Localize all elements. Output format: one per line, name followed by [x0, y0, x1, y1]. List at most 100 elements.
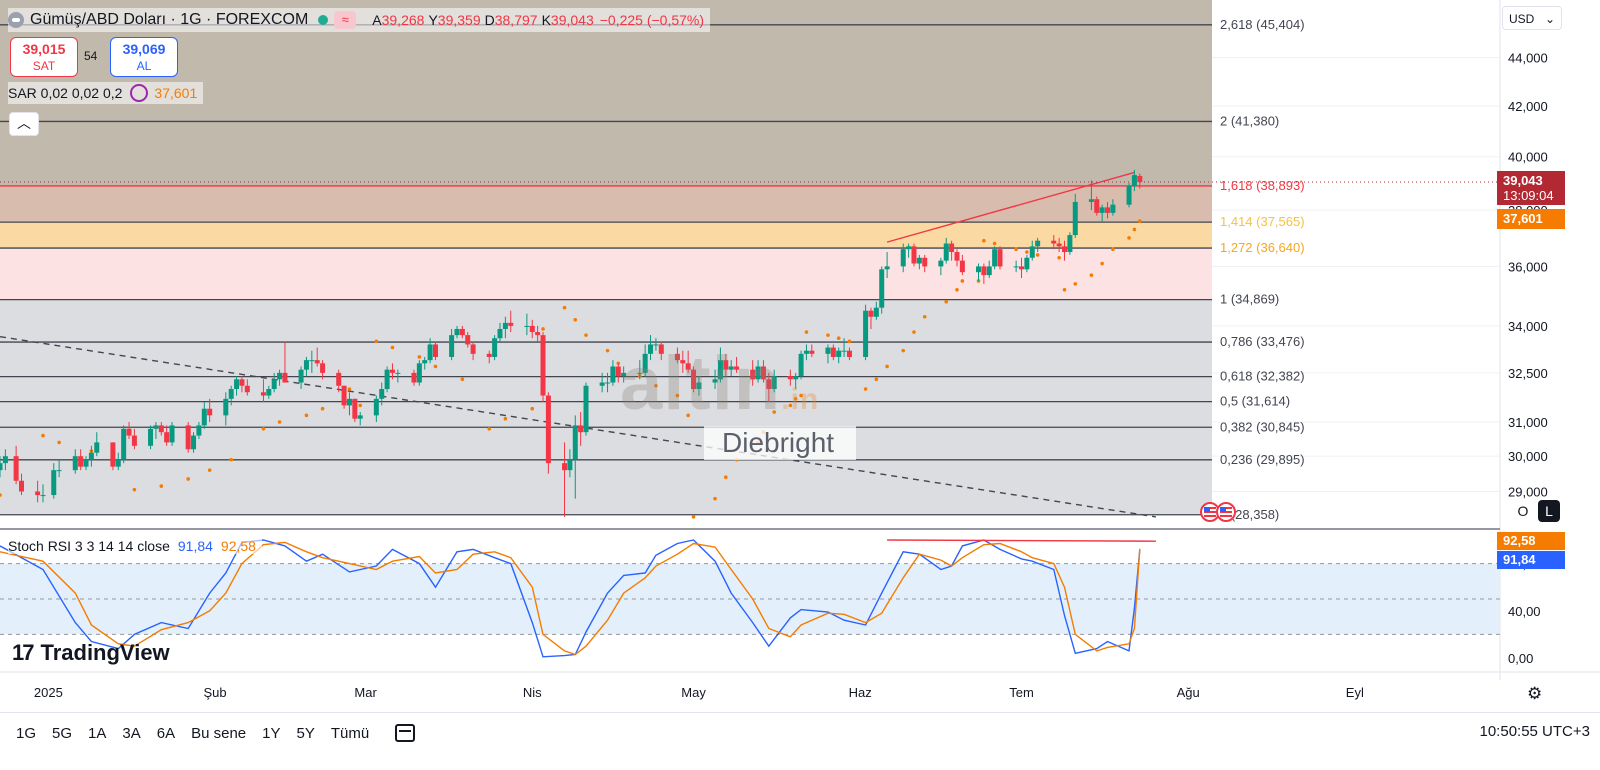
fib-zone: [0, 401, 1212, 428]
sar-dot: [1127, 236, 1131, 240]
candle: [126, 428, 132, 436]
range-ytd[interactable]: Bu sene: [191, 724, 247, 742]
market-open-icon: [318, 15, 329, 25]
sar-dot: [417, 355, 422, 359]
candle: [153, 425, 159, 429]
close-value: 39,043: [550, 12, 594, 28]
sar-dot: [277, 420, 282, 424]
fib-label: 0,618 (32,382): [1220, 369, 1305, 384]
candle: [836, 350, 842, 357]
candle: [40, 495, 46, 497]
wave-icon[interactable]: ≈: [334, 11, 357, 29]
candle: [314, 360, 320, 364]
calendar-icon[interactable]: [395, 724, 416, 742]
currency-select[interactable]: USD ⌄: [1502, 6, 1562, 30]
open-value: 39,268: [381, 12, 425, 28]
candle: [825, 347, 831, 354]
sar-dot: [772, 410, 776, 414]
sar-dot: [874, 377, 879, 382]
time-tick-label: Nis: [523, 685, 542, 700]
fib-zones: [0, 0, 1212, 515]
candle: [379, 389, 385, 399]
sar-dot: [1132, 227, 1137, 232]
candle: [115, 459, 121, 467]
range-1y[interactable]: 1Y: [262, 724, 281, 742]
candle: [938, 260, 944, 267]
candle: [674, 353, 680, 361]
chevron-up-icon[interactable]: ︿: [9, 112, 39, 136]
fib-zone: [0, 222, 1212, 249]
sar-dot: [793, 397, 798, 401]
range-6a[interactable]: 6A: [156, 724, 176, 742]
candle: [432, 344, 438, 357]
candle: [900, 249, 906, 267]
candle: [1110, 204, 1116, 213]
sar-dot: [654, 383, 658, 388]
candle: [1094, 199, 1100, 213]
range-1g[interactable]: 1G: [16, 724, 37, 742]
range-3a[interactable]: 3A: [122, 724, 141, 742]
candle: [755, 366, 761, 380]
price-tick-label: 30,000: [1508, 449, 1548, 464]
candle: [562, 463, 568, 471]
fib-label: 1,272 (36,640): [1220, 240, 1305, 255]
candle: [691, 369, 697, 390]
sar-legend[interactable]: SAR 0,02 0,02 0,2 37,601: [8, 82, 204, 104]
candle: [19, 480, 25, 492]
candle: [1126, 185, 1132, 205]
time-tick-label: Ağu: [1177, 685, 1200, 700]
range-5g[interactable]: 5G: [52, 724, 73, 742]
sar-dot: [320, 406, 325, 411]
time-tick-label: May: [681, 685, 706, 700]
fib-label: 2 (41,380): [1220, 113, 1279, 128]
candle: [637, 372, 643, 374]
sar-dot: [863, 387, 868, 391]
log-scale-toggle[interactable]: L: [1538, 500, 1560, 522]
sar-dot: [159, 484, 164, 488]
time-axis[interactable]: 2025 Şub Mar Nis May Haz Tem Ağu Eyl: [0, 671, 1600, 700]
sar-dot: [944, 299, 949, 304]
candle: [244, 385, 250, 393]
price-axis[interactable]: 44,00042,00040,00038,00036,00034,00032,5…: [1499, 0, 1600, 680]
fib-zone: [0, 376, 1212, 402]
candle: [830, 347, 836, 357]
time-tick-label: Eyl: [1346, 685, 1364, 700]
sar-dot: [960, 279, 965, 283]
tradingview-logo[interactable]: 17 TradingView: [12, 640, 170, 666]
candle: [642, 353, 648, 373]
us-flag-icon[interactable]: [1216, 502, 1236, 522]
symbol-title[interactable]: Gümüş/ABD Doları · 1G · FOREXCOM: [30, 11, 309, 28]
candle: [868, 310, 874, 317]
fib-label: 0,382 (30,845): [1220, 419, 1305, 434]
sar-dot: [686, 413, 690, 418]
silver-symbol-icon: [8, 12, 24, 28]
sar-dot: [847, 339, 852, 344]
trendline: [886, 171, 1135, 243]
sar-price-tag: 37,601: [1497, 209, 1565, 229]
orders-toggle[interactable]: O: [1512, 500, 1534, 522]
candle: [357, 415, 363, 419]
candle: [158, 425, 164, 433]
symbol-legend[interactable]: Gümüş/ABD Doları · 1G · FOREXCOM ≈ A 39,2…: [8, 8, 711, 32]
refresh-icon[interactable]: [130, 84, 149, 102]
range-5y[interactable]: 5Y: [296, 724, 315, 742]
candle: [529, 325, 535, 333]
range-1a[interactable]: 1A: [88, 724, 107, 742]
fib-zone: [0, 342, 1212, 377]
stoch-legend[interactable]: Stoch RSI 3 3 14 14 close 91,84 92,58: [8, 538, 262, 554]
candle: [653, 344, 659, 346]
candle: [696, 382, 702, 390]
sell-button[interactable]: 39,015 SAT: [10, 37, 78, 77]
candle: [680, 360, 686, 364]
buy-button[interactable]: 39,069 AL: [110, 37, 178, 77]
range-all[interactable]: Tümü: [330, 724, 370, 742]
time-tick-label: 2025: [34, 685, 63, 700]
gear-icon[interactable]: ⚙: [1527, 684, 1543, 703]
fib-label: 0,786 (33,476): [1220, 334, 1305, 349]
sar-dot: [460, 377, 465, 382]
clock[interactable]: 10:50:55 UTC+3: [1479, 723, 1591, 740]
chevron-down-icon: ⌄: [1544, 12, 1555, 26]
candle: [309, 360, 315, 362]
candle: [389, 369, 395, 373]
